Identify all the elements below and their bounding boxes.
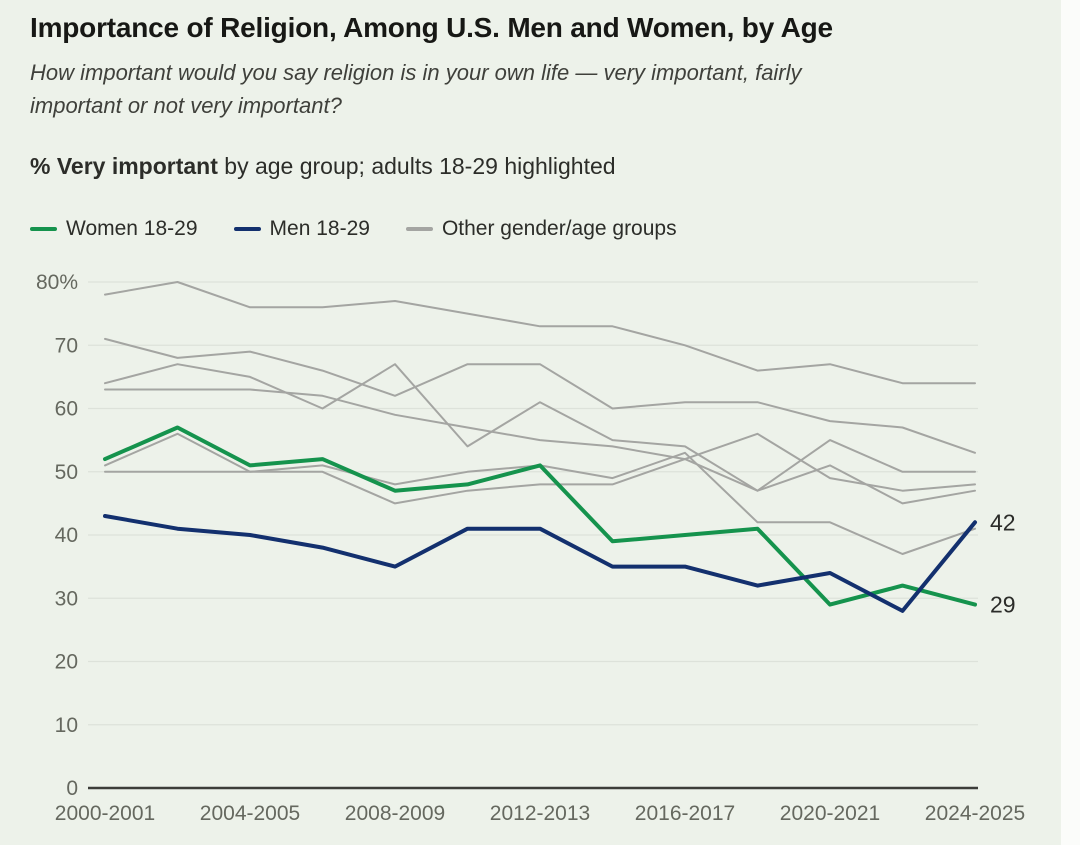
legend-label-other: Other gender/age groups [441, 217, 677, 240]
series-end-value-label: 42 [990, 509, 1016, 535]
legend-label-women: Women 18-29 [66, 217, 198, 240]
other-groups-swatch-icon [405, 227, 433, 231]
x-axis-tick-label: 2016-2017 [635, 802, 735, 825]
y-axis-tick-label: 80% [36, 271, 78, 294]
legend-item-other-groups: Other gender/age groups [405, 217, 677, 241]
chart-legend: Women 18-29 Men 18-29 Other gender/age g… [30, 217, 677, 241]
x-axis-tick-label: 2024-2025 [925, 802, 1025, 825]
line-series-highlight [103, 514, 977, 613]
x-axis-tick-label: 2000-2001 [55, 802, 155, 825]
line-series-other [104, 458, 976, 505]
y-axis-tick-label: 20 [55, 651, 78, 674]
y-axis-tick-label: 10 [55, 714, 78, 737]
page-title: Importance of Religion, Among U.S. Men a… [30, 12, 833, 43]
men-line-swatch-icon [233, 227, 261, 231]
y-axis-tick-label: 30 [55, 587, 78, 610]
x-axis-tick-label: 2020-2021 [780, 802, 880, 825]
line-series-other [104, 388, 976, 492]
legend-label-men: Men 18-29 [269, 217, 370, 240]
y-axis-tick-label: 0 [66, 777, 78, 800]
line-series-other [104, 432, 976, 555]
y-axis-tick-label: 40 [55, 524, 78, 547]
line-series-other [104, 363, 976, 492]
y-axis-tick-label: 60 [55, 398, 78, 421]
measure-caption: % Very important by age group; adults 18… [30, 153, 616, 180]
measure-caption-rest: by age group; adults 18-29 highlighted [217, 153, 616, 179]
x-axis-tick-label: 2012-2013 [490, 802, 590, 825]
survey-question-subtitle: How important would you say religion is … [30, 56, 802, 122]
page-edge-strip [1061, 0, 1080, 845]
y-axis-tick-label: 70 [55, 334, 78, 357]
subtitle-line-2: important or not very important? [30, 93, 342, 118]
x-axis-tick-label: 2008-2009 [345, 802, 445, 825]
line-series-highlight [103, 425, 977, 607]
line-series-other [104, 337, 976, 454]
women-line-swatch-icon [30, 227, 57, 231]
measure-caption-bold: % Very important [30, 153, 218, 179]
subtitle-line-1: How important would you say religion is … [30, 60, 802, 85]
x-axis-tick-label: 2004-2005 [200, 802, 300, 825]
legend-item-men-18-29: Men 18-29 [233, 217, 370, 241]
line-series-other [104, 281, 976, 385]
series-end-value-label: 29 [990, 592, 1016, 618]
legend-item-women-18-29: Women 18-29 [30, 217, 198, 241]
y-axis-tick-label: 50 [55, 461, 78, 484]
